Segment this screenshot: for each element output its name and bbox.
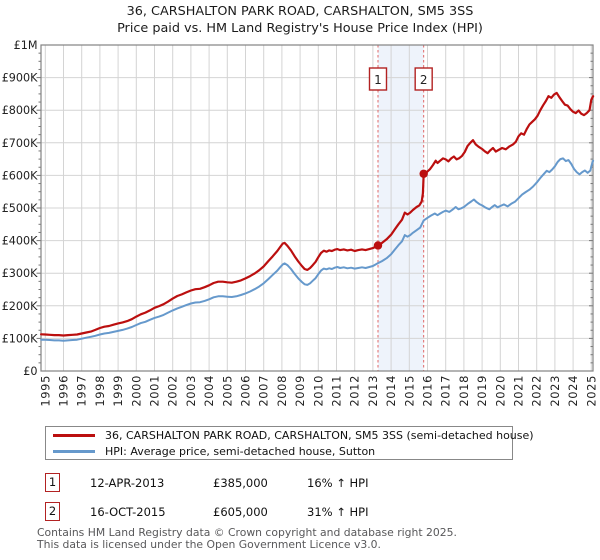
svg-text:2008: 2008	[275, 375, 289, 407]
sale-1-flag: 1	[368, 67, 388, 91]
svg-text:2022: 2022	[530, 375, 544, 407]
plot-border	[40, 44, 594, 372]
footer-line2: This data is licensed under the Open Gov…	[37, 537, 381, 551]
sale-2-flag: 2	[414, 67, 433, 91]
svg-text:2: 2	[420, 73, 428, 87]
svg-text:1997: 1997	[75, 375, 89, 407]
svg-text:1999: 1999	[111, 375, 125, 407]
sale-2-marker: 2	[45, 502, 60, 521]
svg-text:2014: 2014	[384, 375, 398, 407]
svg-text:2004: 2004	[202, 375, 216, 407]
svg-text:2012: 2012	[348, 375, 362, 407]
legend: 36, CARSHALTON PARK ROAD, CARSHALTON, SM…	[45, 426, 534, 460]
svg-text:£1M: £1M	[14, 39, 38, 52]
hpi-line-swatch	[53, 449, 95, 453]
svg-text:2009: 2009	[293, 375, 307, 407]
svg-text:2003: 2003	[184, 375, 198, 407]
sale-1-price: £385,000	[213, 476, 268, 490]
sale-annotation-1: 1 12-APR-2013 £385,000 16% ↑ HPI	[45, 473, 525, 493]
svg-text:£500K: £500K	[2, 202, 38, 215]
price-history-chart: 1 2 £1M £900K £800K £700K £600K £500K £400K £300K…	[2, 39, 599, 407]
svg-text:2007: 2007	[257, 375, 271, 407]
legend-label-property: 36, CARSHALTON PARK ROAD, CARSHALTON, SM…	[105, 428, 534, 442]
sale-1-date: 12-APR-2013	[90, 476, 165, 490]
sale-2-date: 16-OCT-2015	[90, 505, 166, 519]
svg-text:2016: 2016	[421, 375, 435, 407]
svg-text:2011: 2011	[330, 375, 344, 407]
footer-line1: Contains HM Land Registry data © Crown c…	[37, 526, 457, 539]
property-price-line	[39, 91, 595, 337]
svg-text:£0: £0	[23, 365, 37, 378]
svg-text:2006: 2006	[239, 375, 253, 407]
svg-text:2021: 2021	[512, 375, 526, 407]
svg-text:2023: 2023	[548, 375, 562, 407]
title-line1: 36, CARSHALTON PARK ROAD, CARSHALTON, SM…	[126, 4, 474, 19]
svg-text:1995: 1995	[38, 375, 52, 407]
license-footer: Contains HM Land Registry data © Crown c…	[37, 527, 457, 551]
svg-text:2017: 2017	[439, 375, 453, 407]
svg-text:1996: 1996	[57, 375, 71, 407]
sale-1-point	[373, 241, 383, 250]
svg-text:£300K: £300K	[2, 267, 38, 280]
property-line-swatch	[53, 433, 95, 437]
svg-text:2010: 2010	[311, 375, 325, 407]
svg-text:£100K: £100K	[2, 332, 38, 345]
hpi-line	[40, 157, 595, 342]
sale-1-marker: 1	[45, 473, 60, 492]
svg-text:£400K: £400K	[2, 235, 38, 248]
svg-text:1998: 1998	[93, 375, 107, 407]
legend-label-hpi: HPI: Average price, semi-detached house,…	[105, 444, 376, 458]
svg-text:2025: 2025	[584, 375, 598, 407]
svg-text:2024: 2024	[566, 375, 580, 407]
legend-item-property: 36, CARSHALTON PARK ROAD, CARSHALTON, SM…	[46, 427, 534, 443]
x-axis-labels: 1995 1996 1997 1998 1999 2000 2001 2002 2003 2004…	[38, 375, 598, 407]
svg-text:2015: 2015	[402, 375, 416, 407]
svg-text:2019: 2019	[475, 375, 489, 407]
svg-text:2005: 2005	[220, 375, 234, 407]
svg-text:2018: 2018	[457, 375, 471, 407]
svg-text:1: 1	[374, 73, 382, 87]
svg-text:2002: 2002	[166, 375, 180, 407]
sale-1-vs-hpi: 16% ↑ HPI	[307, 476, 369, 490]
svg-text:2013: 2013	[366, 375, 380, 407]
chart-title: 36, CARSHALTON PARK ROAD, CARSHALTON, SM…	[0, 3, 600, 37]
svg-text:£200K: £200K	[2, 300, 38, 313]
svg-text:2000: 2000	[129, 375, 143, 407]
svg-text:2020: 2020	[493, 375, 507, 407]
svg-text:£800K: £800K	[2, 104, 38, 117]
y-axis-labels: £1M £900K £800K £700K £600K £500K £400K £300K £2…	[2, 39, 38, 378]
sale-2-vs-hpi: 31% ↑ HPI	[307, 505, 369, 519]
legend-item-hpi: HPI: Average price, semi-detached house,…	[46, 443, 512, 459]
sale-2-point	[419, 169, 428, 178]
svg-text:£600K: £600K	[2, 169, 38, 182]
svg-text:£700K: £700K	[2, 137, 38, 150]
title-line2: Price paid vs. HM Land Registry's House …	[117, 21, 483, 36]
svg-text:2001: 2001	[148, 375, 162, 407]
svg-text:£900K: £900K	[2, 72, 38, 85]
sale-annotation-2: 2 16-OCT-2015 £605,000 31% ↑ HPI	[45, 502, 525, 522]
sale-2-price: £605,000	[213, 505, 268, 519]
